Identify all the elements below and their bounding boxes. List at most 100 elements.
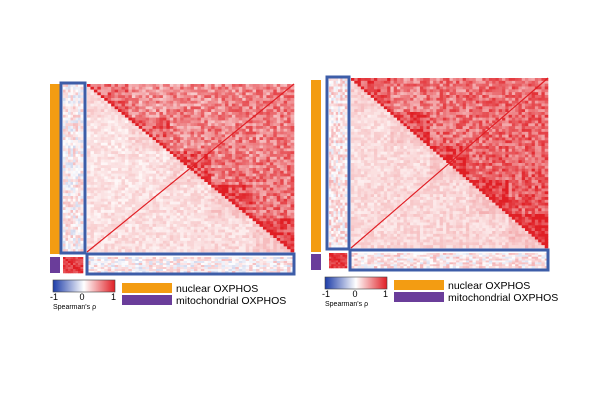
heatmap-cell: [176, 123, 181, 127]
heatmap-cell: [190, 271, 195, 274]
heatmap-cell: [197, 134, 202, 138]
heatmap-cell: [93, 182, 98, 186]
heatmap-cell: [256, 165, 260, 169]
heatmap-cell: [197, 226, 202, 230]
heatmap-cell: [176, 103, 181, 107]
heatmap-cell: [242, 142, 246, 146]
heatmap-cell: [90, 112, 95, 116]
heatmap-cell: [87, 151, 91, 155]
heatmap-cell: [180, 224, 184, 228]
heatmap-cell: [73, 204, 76, 208]
heatmap-cell: [124, 204, 129, 208]
heatmap-cell: [283, 204, 288, 208]
heatmap-cell: [396, 92, 401, 96]
heatmap-cell: [193, 182, 198, 186]
heatmap-cell: [256, 126, 260, 130]
heatmap-cell: [200, 126, 205, 130]
heatmap-cell: [145, 267, 150, 270]
heatmap-cell: [214, 106, 219, 110]
heatmap-cell: [287, 224, 291, 228]
heatmap-cell: [225, 114, 229, 118]
heatmap-cell: [225, 269, 229, 272]
heatmap-cell: [269, 249, 274, 253]
heatmap-cell: [121, 269, 126, 272]
heatmap-cell: [63, 229, 66, 233]
heatmap-cell: [114, 196, 119, 200]
heatmap-cell: [100, 243, 105, 247]
heatmap-cell: [149, 95, 153, 99]
heatmap-cell: [93, 212, 98, 216]
heatmap-cell: [262, 154, 267, 158]
heatmap-cell: [169, 218, 174, 222]
heatmap-cell: [149, 168, 153, 172]
heatmap-cell: [68, 267, 71, 270]
heatmap-cell: [135, 235, 140, 239]
heatmap-cell: [221, 151, 226, 155]
heatmap-cell: [78, 259, 81, 262]
heatmap-cell: [159, 201, 164, 205]
heatmap-cell: [104, 131, 108, 135]
heatmap-cell: [162, 269, 167, 272]
heatmap-cell: [266, 190, 271, 194]
heatmap-cell: [221, 142, 226, 146]
heatmap-cell: [228, 259, 233, 262]
heatmap-cell: [93, 184, 98, 188]
heatmap-cell: [360, 89, 365, 93]
heatmap-cell: [107, 190, 112, 194]
heatmap-cell: [70, 267, 74, 270]
heatmap-cell: [90, 140, 95, 144]
heatmap-cell: [162, 98, 167, 102]
heatmap-cell: [183, 259, 188, 262]
heatmap-cell: [162, 159, 167, 163]
heatmap-cell: [245, 267, 250, 270]
heatmap-cell: [221, 162, 226, 166]
heatmap-cell: [138, 190, 143, 194]
heatmap-cell: [383, 78, 388, 82]
heatmap-cell: [135, 106, 140, 110]
heatmap-cell: [149, 117, 153, 121]
heatmap-cell: [218, 246, 222, 250]
heatmap-cell: [162, 198, 167, 202]
heatmap-cell: [436, 89, 440, 93]
heatmap-cell: [104, 232, 108, 236]
heatmap-cell: [87, 232, 91, 236]
heatmap-cell: [245, 159, 250, 163]
heatmap-cell: [80, 235, 84, 239]
heatmap-cell: [231, 238, 236, 242]
heatmap-cell: [197, 154, 202, 158]
heatmap-cell: [97, 131, 102, 135]
heatmap-cell: [249, 162, 253, 166]
heatmap-cell: [145, 126, 150, 130]
heatmap-cell: [78, 176, 81, 180]
heatmap-cell: [266, 210, 271, 214]
heatmap-cell: [159, 271, 164, 274]
heatmap-cell: [121, 92, 126, 96]
heatmap-cell: [121, 271, 126, 274]
heatmap-cell: [176, 221, 181, 225]
heatmap-cell: [283, 243, 288, 247]
heatmap-cell: [90, 196, 95, 200]
heatmap-cell: [97, 207, 102, 211]
heatmap-cell: [180, 243, 184, 247]
heatmap-cell: [169, 140, 174, 144]
heatmap-cell: [406, 83, 411, 87]
heatmap-cell: [162, 137, 167, 141]
heatmap-cell: [287, 95, 291, 99]
heatmap-cell: [180, 159, 184, 163]
heatmap-cell: [152, 84, 157, 88]
heatmap-cell: [446, 78, 450, 82]
heatmap-cell: [159, 134, 164, 138]
heatmap-cell: [145, 148, 150, 152]
heatmap-cell: [207, 145, 212, 149]
heatmap-cell: [121, 109, 126, 113]
heatmap-cell: [259, 257, 264, 260]
heatmap-cell: [68, 154, 71, 158]
heatmap-cell: [249, 235, 253, 239]
heatmap-cell: [159, 246, 164, 250]
heatmap-cell: [93, 95, 98, 99]
heatmap-cell: [97, 221, 102, 225]
heatmap-cell: [118, 151, 122, 155]
heatmap-cell: [75, 95, 79, 99]
heatmap-cell: [204, 246, 209, 250]
heatmap-cell: [75, 215, 79, 219]
